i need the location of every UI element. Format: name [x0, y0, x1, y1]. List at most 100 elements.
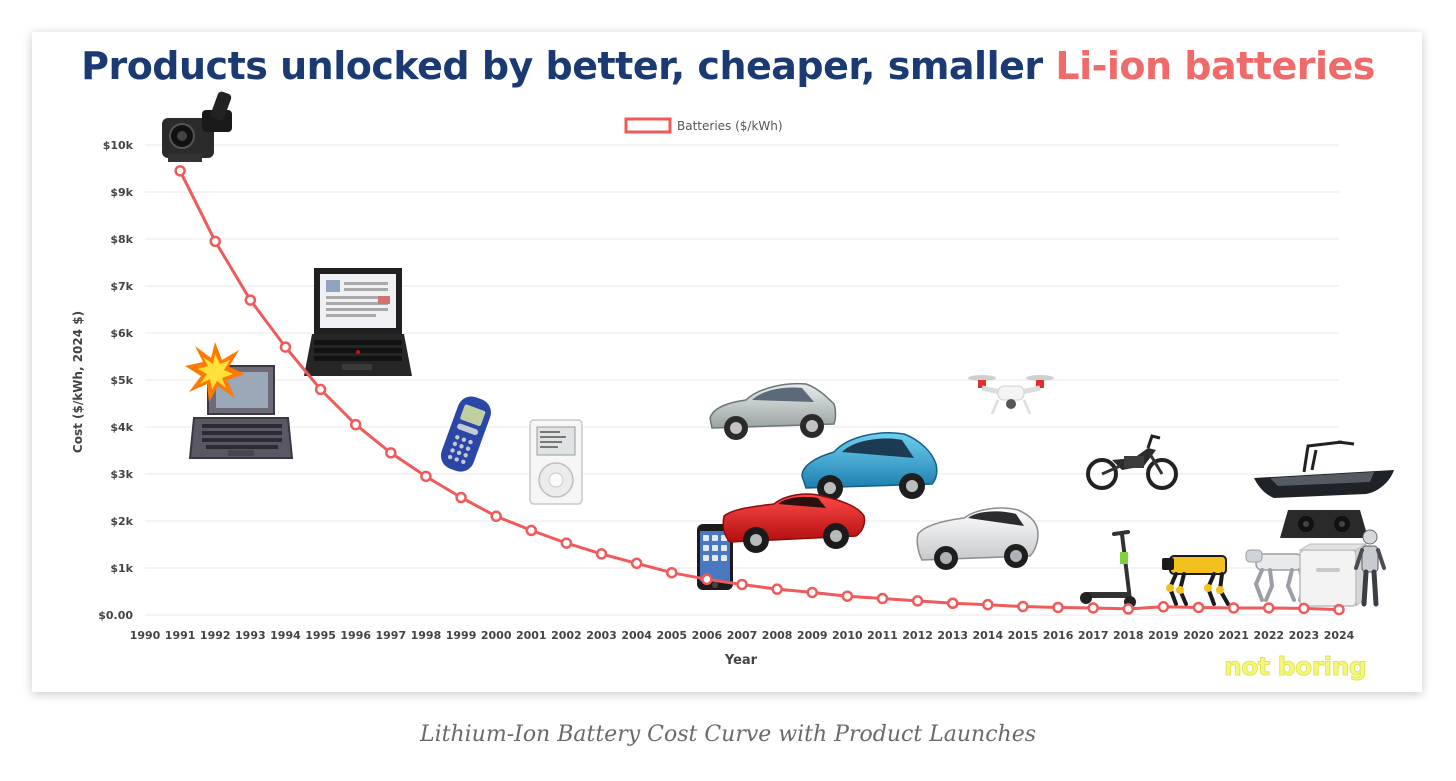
data-point-2016 [1052, 601, 1064, 614]
y-tick-label: $9k [110, 186, 133, 199]
y-axis-label: Cost ($/kWh, 2024 $) [71, 311, 85, 453]
data-point-2018 [1122, 603, 1135, 615]
x-tick-label: 2007 [727, 629, 758, 642]
x-tick-label: 2004 [621, 629, 652, 642]
explosion-icon [185, 342, 245, 402]
data-point-2019 [1157, 601, 1170, 613]
model-s-car-icon [916, 507, 1039, 570]
data-point-1998 [420, 470, 432, 483]
x-tick-label: 2022 [1253, 629, 1284, 642]
data-point-1995 [314, 383, 327, 396]
x-tick-label: 2009 [797, 629, 828, 642]
x-tick-label: 1999 [446, 629, 477, 642]
chart-title-main: Products unlocked by better, cheaper, sm… [81, 44, 1056, 88]
x-tick-label: 2017 [1078, 629, 1109, 642]
data-point-2001 [525, 524, 538, 537]
legend: Batteries ($/kWh) [624, 117, 783, 134]
data-point-2006 [701, 573, 713, 586]
x-tick-label: 2016 [1043, 629, 1074, 642]
data-point-1996 [349, 418, 362, 431]
x-tick-label: 2000 [481, 629, 512, 642]
electric-boat-icon [1254, 440, 1394, 498]
data-point-2011 [876, 592, 889, 605]
y-tick-label: $7k [110, 280, 133, 293]
data-point-2009 [806, 586, 818, 599]
data-point-2010 [841, 590, 854, 602]
legend-swatch [624, 117, 672, 134]
y-tick-label: $2k [110, 515, 133, 528]
x-tick-label: 1994 [270, 629, 301, 642]
figure-caption: Lithium-Ion Battery Cost Curve with Prod… [419, 722, 1037, 747]
x-axis-ticks: 1990 1991 1992 1993 1994 1995 1996 1997 1998 1999… [130, 629, 1355, 642]
y-tick-label: $3k [110, 468, 133, 481]
y-axis-ticks: $0.00 $1k $2k $3k $4k $5k $6k $7k $8k $9k $10k [98, 139, 133, 622]
x-tick-label: 2005 [656, 629, 687, 642]
data-point-2022 [1263, 602, 1275, 614]
data-point-2023 [1298, 602, 1310, 615]
x-tick-label: 2024 [1324, 629, 1355, 642]
not-boring-watermark: not boring [1223, 652, 1367, 682]
data-point-1991 [174, 165, 186, 177]
data-points [174, 165, 1345, 616]
data-point-1992 [209, 235, 221, 248]
x-tick-label: 1990 [130, 629, 161, 642]
x-tick-label: 2019 [1148, 629, 1179, 642]
x-tick-label: 1998 [411, 629, 442, 642]
x-tick-label: 2014 [973, 629, 1004, 642]
home-battery-icon [1298, 543, 1368, 608]
thinkpad-laptop-icon [304, 268, 412, 376]
y-tick-label: $1k [110, 562, 133, 575]
electric-scooter-icon [1080, 530, 1136, 608]
x-tick-label: 2020 [1183, 629, 1214, 642]
x-tick-label: 2006 [692, 629, 723, 642]
data-point-2008 [771, 583, 783, 595]
grid-lines [145, 144, 1339, 616]
x-tick-label: 2012 [902, 629, 933, 642]
data-point-2012 [911, 595, 924, 607]
data-point-2017 [1087, 602, 1099, 614]
chart-title-highlight: Li-ion batteries [1055, 44, 1375, 88]
data-point-1997 [385, 447, 397, 459]
x-tick-label: 2021 [1218, 629, 1249, 642]
data-point-1999 [455, 491, 467, 504]
battery-module-icon [1280, 510, 1368, 538]
battery-cost-line [178, 170, 1340, 612]
data-point-2007 [736, 578, 748, 591]
x-tick-label: 2003 [586, 629, 617, 642]
y-tick-label: $6k [110, 327, 133, 340]
y-tick-label: $4k [110, 421, 133, 434]
x-tick-label: 2008 [762, 629, 793, 642]
mobile-phone-icon [440, 396, 491, 472]
x-tick-label: 2018 [1113, 629, 1144, 642]
x-tick-label: 1992 [200, 629, 231, 642]
leaf-ev-car-icon [801, 432, 938, 501]
data-point-2003 [595, 548, 608, 560]
data-point-2005 [666, 566, 678, 579]
y-tick-label: $8k [110, 233, 133, 246]
data-point-2021 [1227, 602, 1240, 614]
ipod-icon [529, 419, 583, 505]
x-tick-label: 2023 [1289, 629, 1320, 642]
data-point-1993 [244, 294, 257, 306]
x-axis-label: Year [724, 653, 758, 668]
x-tick-label: 2011 [867, 629, 898, 642]
data-point-2014 [982, 598, 994, 611]
x-tick-label: 1995 [305, 629, 336, 642]
data-point-2020 [1192, 601, 1205, 614]
x-tick-label: 1996 [340, 629, 371, 642]
data-point-2002 [560, 537, 573, 549]
data-point-2013 [946, 597, 959, 609]
x-tick-label: 1991 [165, 629, 196, 642]
data-point-2015 [1017, 600, 1029, 613]
data-point-1994 [279, 341, 292, 353]
sedan-car-icon [709, 382, 837, 440]
robot-dog-white-icon [1245, 549, 1307, 602]
roadster-car-icon [722, 493, 866, 553]
data-point-2000 [490, 510, 502, 523]
y-tick-label: $10k [103, 139, 134, 152]
x-tick-label: 2013 [937, 629, 968, 642]
x-tick-label: 2002 [551, 629, 582, 642]
iphone-icon [697, 524, 733, 590]
x-tick-label: 2010 [832, 629, 863, 642]
